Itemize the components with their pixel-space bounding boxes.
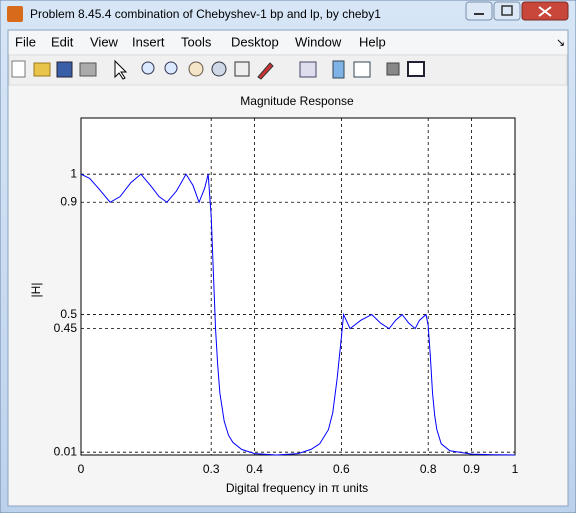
menu-item[interactable]: Edit bbox=[51, 34, 74, 49]
menu-items: File Edit View Insert Tools Desktop Window Help bbox=[15, 34, 386, 49]
menu-bar bbox=[9, 31, 567, 53]
window-title: Problem 8.45.4 combination of Chebyshev-… bbox=[30, 7, 381, 21]
x-axis-label: Digital frequency in π units bbox=[226, 481, 368, 495]
x-tick-label: 0.3 bbox=[203, 462, 220, 476]
axes bbox=[80, 117, 516, 456]
legend-icon[interactable] bbox=[353, 61, 371, 78]
datacursor-icon[interactable] bbox=[234, 61, 250, 77]
pan-icon[interactable] bbox=[188, 61, 204, 77]
x-tick-label: 0.9 bbox=[463, 462, 480, 476]
open-icon[interactable] bbox=[33, 62, 51, 77]
menu-item[interactable]: Tools bbox=[181, 34, 212, 49]
zoom-out-icon[interactable] bbox=[164, 61, 178, 75]
dock-arrow[interactable]: ↘ bbox=[556, 37, 565, 49]
y-tick-label: 0.45 bbox=[54, 321, 78, 335]
rotate-icon[interactable] bbox=[211, 61, 227, 77]
menu-item[interactable]: File bbox=[15, 34, 36, 49]
show-tools-icon[interactable] bbox=[407, 61, 425, 77]
save-icon[interactable] bbox=[56, 61, 73, 78]
data-line bbox=[80, 173, 516, 456]
axes-box bbox=[80, 117, 516, 456]
y-tick-label: 0.5 bbox=[60, 307, 77, 321]
brush-icon[interactable] bbox=[257, 62, 274, 80]
y-axis-label: |H| bbox=[29, 283, 43, 298]
y-tick-label: 0.01 bbox=[54, 444, 78, 458]
toolbar-icons bbox=[11, 59, 425, 80]
print-icon[interactable] bbox=[79, 62, 97, 77]
colorbar-icon[interactable] bbox=[332, 60, 345, 79]
plot-area bbox=[81, 118, 515, 455]
x-tick-label: 0.8 bbox=[420, 462, 437, 476]
chart-title: Magnitude Response bbox=[240, 94, 354, 108]
x-tick-label: 0 bbox=[78, 462, 85, 476]
menu-item[interactable]: Insert bbox=[132, 34, 165, 49]
y-tick-label: 1 bbox=[70, 166, 77, 180]
toolbar bbox=[8, 54, 568, 86]
link-icon[interactable] bbox=[299, 61, 317, 78]
maximize-button[interactable] bbox=[493, 1, 521, 21]
x-tick-label: 0.4 bbox=[246, 462, 263, 476]
menu-item[interactable]: Window bbox=[295, 34, 342, 49]
minimize-button[interactable] bbox=[465, 1, 493, 21]
menu-item[interactable]: Help bbox=[359, 34, 386, 49]
app-icon bbox=[7, 6, 23, 22]
close-icon bbox=[538, 6, 552, 17]
maximize-icon bbox=[501, 5, 513, 16]
y-tick-label: 0.9 bbox=[60, 194, 77, 208]
new-icon[interactable] bbox=[11, 60, 26, 78]
x-tick-label: 0.6 bbox=[333, 462, 350, 476]
zoom-in-icon[interactable] bbox=[141, 61, 155, 75]
hide-tools-icon[interactable] bbox=[386, 62, 400, 76]
x-tick-label: 1 bbox=[512, 462, 519, 476]
pointer-icon[interactable] bbox=[114, 59, 128, 80]
menu-item[interactable]: View bbox=[90, 34, 119, 49]
menu-item[interactable]: Desktop bbox=[231, 34, 279, 49]
